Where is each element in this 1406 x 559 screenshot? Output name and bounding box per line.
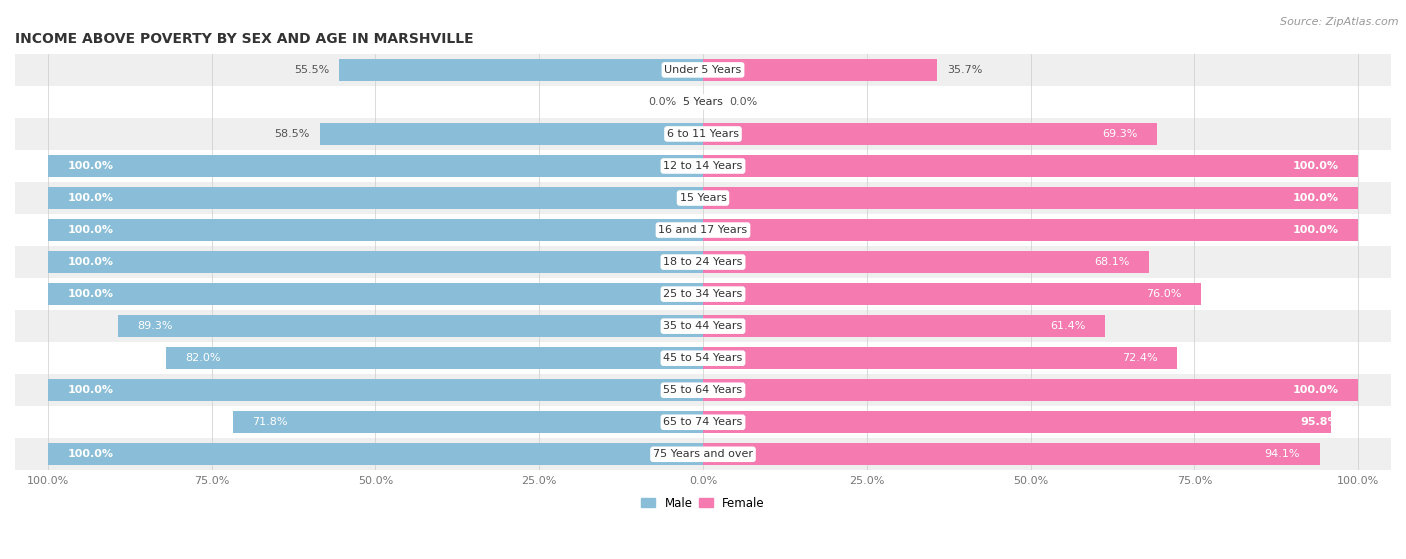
Text: 45 to 54 Years: 45 to 54 Years [664, 353, 742, 363]
Text: 16 and 17 Years: 16 and 17 Years [658, 225, 748, 235]
Bar [703, 283, 1201, 305]
Bar [48, 443, 703, 465]
Text: 100.0%: 100.0% [1292, 225, 1339, 235]
Text: 94.1%: 94.1% [1264, 449, 1301, 459]
Bar [703, 411, 1330, 433]
Text: 58.5%: 58.5% [274, 129, 309, 139]
Text: 75 Years and over: 75 Years and over [652, 449, 754, 459]
Bar [15, 86, 1391, 118]
Text: 18 to 24 Years: 18 to 24 Years [664, 257, 742, 267]
Text: Under 5 Years: Under 5 Years [665, 65, 741, 75]
Bar [232, 411, 703, 433]
Text: 100.0%: 100.0% [67, 225, 114, 235]
Bar [15, 406, 1391, 438]
Text: 95.8%: 95.8% [1301, 417, 1339, 427]
Text: 82.0%: 82.0% [186, 353, 221, 363]
Bar [48, 219, 703, 241]
Text: 72.4%: 72.4% [1122, 353, 1157, 363]
Text: 89.3%: 89.3% [138, 321, 173, 331]
Bar [703, 59, 936, 81]
Text: 65 to 74 Years: 65 to 74 Years [664, 417, 742, 427]
Bar [15, 54, 1391, 86]
Text: 35 to 44 Years: 35 to 44 Years [664, 321, 742, 331]
Text: INCOME ABOVE POVERTY BY SEX AND AGE IN MARSHVILLE: INCOME ABOVE POVERTY BY SEX AND AGE IN M… [15, 32, 474, 46]
Text: 68.1%: 68.1% [1094, 257, 1129, 267]
Text: 100.0%: 100.0% [1292, 385, 1339, 395]
Bar [15, 214, 1391, 246]
Bar [15, 310, 1391, 342]
Bar [703, 219, 1358, 241]
Text: 61.4%: 61.4% [1050, 321, 1085, 331]
Text: 12 to 14 Years: 12 to 14 Years [664, 161, 742, 171]
Bar [703, 187, 1358, 209]
Bar [15, 374, 1391, 406]
Bar [703, 315, 1105, 337]
Bar [703, 347, 1177, 369]
Text: 25 to 34 Years: 25 to 34 Years [664, 289, 742, 299]
Bar [15, 438, 1391, 470]
Bar [48, 380, 703, 401]
Legend: Male, Female: Male, Female [637, 492, 769, 514]
Bar [703, 380, 1358, 401]
Text: 6 to 11 Years: 6 to 11 Years [666, 129, 740, 139]
Text: 100.0%: 100.0% [67, 385, 114, 395]
Text: 69.3%: 69.3% [1102, 129, 1137, 139]
Text: 15 Years: 15 Years [679, 193, 727, 203]
Text: 71.8%: 71.8% [252, 417, 288, 427]
Text: Source: ZipAtlas.com: Source: ZipAtlas.com [1281, 17, 1399, 27]
Bar [15, 118, 1391, 150]
Bar [118, 315, 703, 337]
Bar [339, 59, 703, 81]
Text: 0.0%: 0.0% [648, 97, 676, 107]
Bar [15, 342, 1391, 374]
Text: 35.7%: 35.7% [946, 65, 983, 75]
Text: 55.5%: 55.5% [294, 65, 329, 75]
Bar [15, 246, 1391, 278]
Text: 100.0%: 100.0% [1292, 161, 1339, 171]
Text: 100.0%: 100.0% [67, 257, 114, 267]
Bar [166, 347, 703, 369]
Bar [703, 123, 1157, 145]
Bar [48, 155, 703, 177]
Bar [15, 182, 1391, 214]
Bar [48, 251, 703, 273]
Bar [48, 187, 703, 209]
Text: 5 Years: 5 Years [683, 97, 723, 107]
Bar [703, 251, 1149, 273]
Text: 100.0%: 100.0% [67, 161, 114, 171]
Text: 76.0%: 76.0% [1146, 289, 1181, 299]
Text: 100.0%: 100.0% [1292, 193, 1339, 203]
Bar [15, 150, 1391, 182]
Bar [703, 155, 1358, 177]
Text: 100.0%: 100.0% [67, 193, 114, 203]
Text: 55 to 64 Years: 55 to 64 Years [664, 385, 742, 395]
Text: 100.0%: 100.0% [67, 449, 114, 459]
Text: 100.0%: 100.0% [67, 289, 114, 299]
Bar [48, 283, 703, 305]
Bar [319, 123, 703, 145]
Text: 0.0%: 0.0% [730, 97, 758, 107]
Bar [15, 278, 1391, 310]
Bar [703, 443, 1320, 465]
